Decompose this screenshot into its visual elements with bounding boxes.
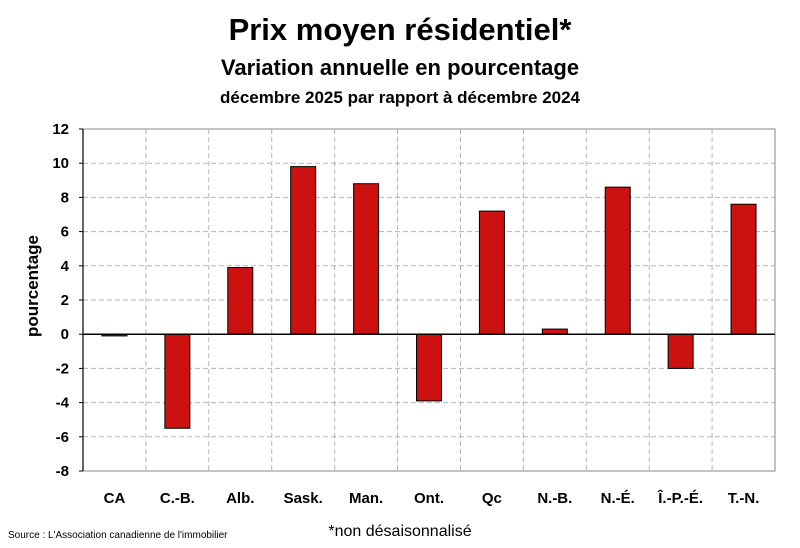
y-axis-label: pourcentage xyxy=(23,235,42,337)
x-tick-label: Ont. xyxy=(414,490,444,507)
bar-Sask. xyxy=(290,166,317,335)
footnote: *non désaisonnalisé xyxy=(328,523,472,540)
x-tick-label: C.-B. xyxy=(160,490,195,507)
bar-N.-É. xyxy=(604,186,631,335)
y-tick-label: 4 xyxy=(61,258,70,275)
bar-Î.-P.-É. xyxy=(667,333,694,369)
bar-Alb. xyxy=(227,267,254,335)
chart-subtitle-period: décembre 2025 par rapport à décembre 202… xyxy=(219,88,581,107)
y-tick-label: 2 xyxy=(61,292,69,309)
y-tick-label: -4 xyxy=(56,395,70,412)
axes xyxy=(79,128,776,472)
bar-Man. xyxy=(353,183,380,335)
y-tick-label: 10 xyxy=(52,155,69,172)
bar-N.-B. xyxy=(541,328,568,335)
x-tick-label: Man. xyxy=(349,490,383,507)
chart-subtitle: Variation annuelle en pourcentage xyxy=(220,55,580,80)
y-tick-label: 12 xyxy=(52,121,69,138)
x-tick-label: Sask. xyxy=(284,490,323,507)
x-tick-label: N.-É. xyxy=(601,490,635,507)
y-tick-label: 0 xyxy=(61,326,69,343)
bar-C.-B. xyxy=(164,333,191,429)
source-note: Source : L'Association canadienne de l'i… xyxy=(8,530,228,541)
bar-T.-N. xyxy=(730,203,757,335)
y-tick-label: 6 xyxy=(61,224,69,241)
x-tick-label: Alb. xyxy=(226,490,254,507)
y-tick-label: -8 xyxy=(56,463,69,480)
x-tick-label: Qc xyxy=(482,490,502,507)
bar-Qc xyxy=(478,210,505,335)
x-tick-label: Î.-P.-É. xyxy=(657,489,703,507)
y-tick-label: 8 xyxy=(61,189,69,206)
x-tick-label: T.-N. xyxy=(728,490,760,507)
y-tick-labels: 12 10 8 6 4 2 0 -2 -4 -6 -8 xyxy=(52,121,69,480)
y-tick-label: -2 xyxy=(56,360,69,377)
x-tick-label: CA xyxy=(104,490,126,507)
bar-Ont. xyxy=(416,333,442,402)
bars xyxy=(101,166,757,429)
chart-title: Prix moyen résidentiel* xyxy=(228,12,572,47)
y-tick-label: -6 xyxy=(56,429,69,446)
x-tick-labels: CA C.-B. Alb. Sask. Man. Ont. Qc N.-B. N.-É. Î.-P… xyxy=(104,489,760,507)
x-tick-label: N.-B. xyxy=(537,490,572,507)
